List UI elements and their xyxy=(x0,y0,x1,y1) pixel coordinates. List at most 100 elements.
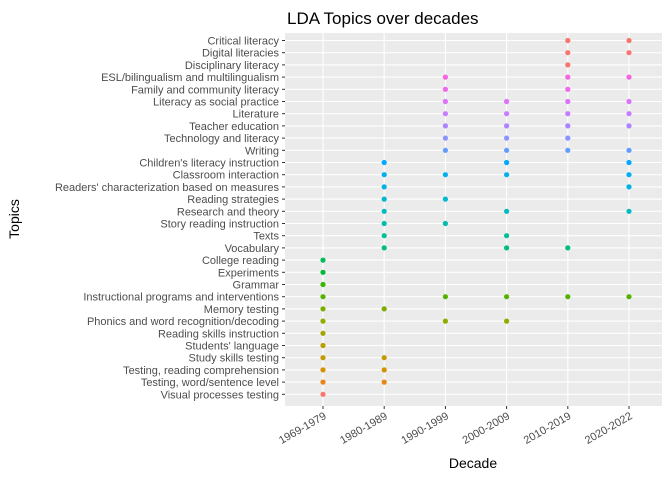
x-tick-label: 2010-2019 xyxy=(522,410,574,447)
data-point xyxy=(381,208,387,214)
data-point xyxy=(565,62,571,68)
data-point xyxy=(381,220,387,227)
data-point xyxy=(626,111,632,117)
data-points xyxy=(320,37,632,397)
x-axis: 1969-1979 1980-1989 1990-1999 2000-2009 2010… xyxy=(277,406,635,447)
data-point xyxy=(565,135,571,141)
x-tick-label: 2020-2022 xyxy=(583,410,635,447)
data-point xyxy=(504,147,510,153)
data-point xyxy=(442,123,448,129)
data-point xyxy=(442,196,448,202)
y-tick-label: Readers' characterization based on measu… xyxy=(55,182,280,194)
data-point xyxy=(381,184,387,190)
data-point xyxy=(381,196,387,202)
data-point xyxy=(320,294,326,300)
data-point xyxy=(626,172,632,178)
data-point xyxy=(626,98,632,105)
data-point xyxy=(504,98,510,105)
y-tick-label: Children's literacy instruction xyxy=(139,158,279,170)
data-point xyxy=(381,379,387,385)
data-point xyxy=(381,355,387,361)
data-point xyxy=(442,86,448,92)
y-tick-label: Experiments xyxy=(218,267,280,279)
y-tick-label: Students' language xyxy=(185,341,279,353)
data-point xyxy=(442,135,448,141)
data-point xyxy=(504,318,510,324)
data-point xyxy=(442,147,448,153)
y-tick-label: Vocabulary xyxy=(225,243,280,255)
data-point xyxy=(320,391,326,397)
y-tick-label: Family and community literacy xyxy=(131,84,279,96)
data-point xyxy=(320,306,326,312)
x-tick-label: 2000-2009 xyxy=(461,410,513,447)
y-tick-label: Research and theory xyxy=(177,206,280,218)
y-tick-label: Testing, reading comprehension xyxy=(123,365,279,377)
data-point xyxy=(565,37,571,44)
data-point xyxy=(504,294,510,300)
x-tick-label: 1969-1979 xyxy=(277,410,329,447)
y-tick-label: Story reading instruction xyxy=(160,219,279,231)
data-point xyxy=(565,50,571,56)
data-point xyxy=(320,257,326,263)
y-tick-label: Reading strategies xyxy=(187,194,279,206)
data-point xyxy=(626,294,632,300)
y-tick-label: Digital literacies xyxy=(202,48,280,60)
y-tick-label: Teacher education xyxy=(189,121,279,133)
data-point xyxy=(626,147,632,153)
data-point xyxy=(442,111,448,117)
y-tick-label: Grammar xyxy=(233,280,280,292)
y-tick-label: Critical literacy xyxy=(207,36,279,48)
data-point xyxy=(565,98,571,105)
y-tick-label: Technology and literacy xyxy=(164,133,279,145)
y-tick-label: Study skills testing xyxy=(189,353,279,365)
data-point xyxy=(381,172,387,178)
data-point xyxy=(565,86,571,92)
data-point xyxy=(504,245,510,251)
y-tick-label: Reading skills instruction xyxy=(158,328,279,340)
data-point xyxy=(565,147,571,153)
y-tick-label: ESL/bilingualism and multilingualism xyxy=(101,72,279,84)
plot-panel xyxy=(285,33,662,406)
data-point xyxy=(381,306,387,312)
data-point xyxy=(442,294,448,300)
data-point xyxy=(320,269,326,275)
y-axis-title: Topics xyxy=(6,199,22,239)
y-tick-label: Literacy as social practice xyxy=(153,97,279,109)
y-tick-label: Writing xyxy=(245,145,279,157)
data-point xyxy=(381,245,387,251)
y-tick-label: Literature xyxy=(233,109,279,121)
data-point xyxy=(442,98,448,105)
y-tick-label: Classroom interaction xyxy=(173,170,279,182)
data-point xyxy=(626,159,632,166)
data-point xyxy=(626,74,632,80)
data-point xyxy=(442,172,448,178)
x-tick-label: 1990-1999 xyxy=(399,410,451,447)
data-point xyxy=(626,37,632,44)
y-tick-label: Instructional programs and interventions xyxy=(83,292,279,304)
y-tick-label: Disciplinary literacy xyxy=(185,60,280,72)
data-point xyxy=(504,159,510,166)
data-point xyxy=(320,318,326,324)
data-point xyxy=(381,233,387,239)
y-tick-label: College reading xyxy=(202,255,279,267)
data-point xyxy=(565,123,571,129)
data-point xyxy=(504,233,510,239)
data-point xyxy=(504,208,510,214)
data-point xyxy=(504,111,510,117)
data-point xyxy=(626,184,632,190)
data-point xyxy=(320,342,326,349)
data-point xyxy=(442,220,448,227)
x-tick-label: 1980-1989 xyxy=(338,410,390,447)
y-tick-label: Memory testing xyxy=(204,304,279,316)
x-axis-title: Decade xyxy=(449,455,497,471)
data-point xyxy=(320,379,326,385)
y-tick-label: Phonics and word recognition/decoding xyxy=(87,316,279,328)
data-point xyxy=(320,281,326,288)
chart-title: LDA Topics over decades xyxy=(287,9,479,28)
data-point xyxy=(565,245,571,251)
data-point xyxy=(442,318,448,324)
data-point xyxy=(320,367,326,373)
data-point xyxy=(504,135,510,141)
data-point xyxy=(504,172,510,178)
